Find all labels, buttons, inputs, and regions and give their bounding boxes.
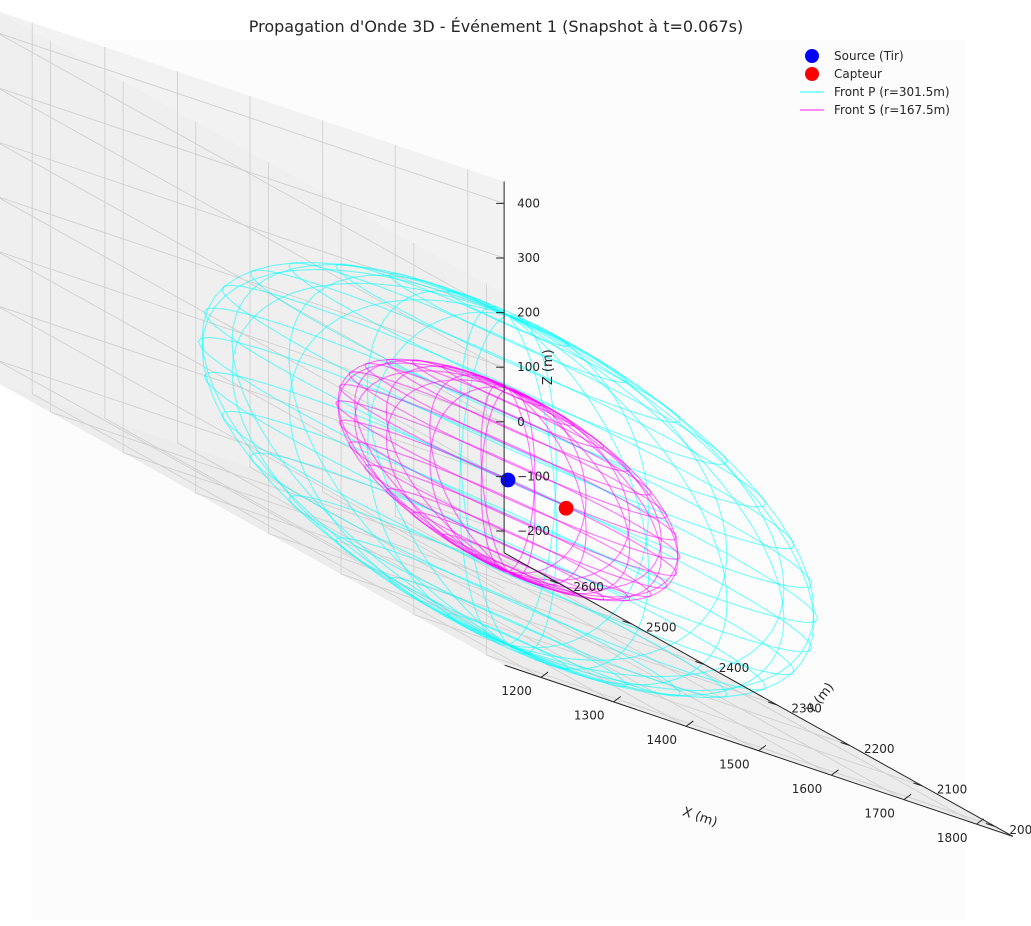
grid-line-z-side <box>0 307 505 590</box>
p-front-longitude-line <box>366 290 509 646</box>
grid-line-z-side <box>0 197 505 480</box>
p-front-longitude-line <box>458 305 509 645</box>
z-tick-label: 100 <box>517 360 540 374</box>
x-axis-tick <box>831 769 839 776</box>
legend-marker <box>805 49 819 63</box>
y-axis-tick <box>913 782 923 787</box>
s-front-longitude-line <box>385 365 509 572</box>
grid-line-z-side <box>0 34 505 317</box>
p-front-longitude-line <box>507 314 728 686</box>
legend-label: Capteur <box>834 67 882 81</box>
p-front-longitude-line <box>507 314 650 649</box>
x-tick-label: 1400 <box>647 733 678 747</box>
y-tick-label: 2400 <box>719 661 750 675</box>
y-axis-tick <box>695 661 705 665</box>
p-front-longitude-line <box>507 314 785 678</box>
legend-label: Front P (r=301.5m) <box>834 85 950 99</box>
p-front-longitude-line <box>507 314 728 661</box>
s-front-longitude-line <box>429 386 509 573</box>
x-axis-tick <box>540 671 549 678</box>
s-front-longitude-line <box>354 370 509 573</box>
p-front-longitude-line <box>507 314 557 646</box>
p-front-longitude-line <box>288 299 509 646</box>
x-tick-label: 1500 <box>719 758 750 772</box>
source-point <box>500 472 516 488</box>
z-tick-label: 300 <box>517 251 540 265</box>
z-tick-label: −200 <box>517 524 550 538</box>
p-front-longitude-line <box>459 314 509 646</box>
s-front-longitude-line <box>507 387 587 574</box>
y-tick-label: 2600 <box>573 580 604 594</box>
s-front-longitude-line <box>385 379 509 573</box>
y-axis-tick <box>767 701 777 706</box>
grid-line-z-back <box>0 33 505 204</box>
y-tick-label: 2100 <box>937 783 968 797</box>
legend: Source (Tir) Capteur Front P (r=301.5m) Fro… <box>800 49 950 117</box>
p-front-longitude-line <box>201 262 509 646</box>
p-front-longitude-line <box>507 315 558 655</box>
x-axis-tick <box>613 696 622 703</box>
y-axis-tick <box>985 823 995 827</box>
x-tick-label: 1300 <box>574 709 605 723</box>
s-front-longitude-line <box>507 388 587 586</box>
x-tick-label: 1800 <box>937 831 968 845</box>
z-tick-label: 0 <box>517 415 525 429</box>
p-front-longitude-line <box>507 314 815 698</box>
y-axis-tick <box>622 620 632 625</box>
s-front-longitude-line <box>507 388 679 602</box>
y-tick-label: 2200 <box>864 742 895 756</box>
p-front-longitude-line <box>231 282 509 646</box>
grid-line-y-floor <box>268 533 777 706</box>
legend-marker <box>805 67 819 81</box>
grid-line-y-floor <box>486 654 995 827</box>
p-front-longitude-line <box>507 314 650 670</box>
grid-line-z-back <box>0 306 505 477</box>
z-axis-title: Z (m) <box>541 349 556 385</box>
legend-label: Front S (r=167.5m) <box>834 103 950 117</box>
s-wave-front-mesh <box>335 358 681 602</box>
grid-line-z-back <box>0 360 505 532</box>
grid-line-x-floor <box>32 393 542 678</box>
grid-line-z-side <box>0 252 505 535</box>
sensor-point <box>558 500 574 516</box>
x-tick-label: 1700 <box>864 806 895 820</box>
grid-line-y-floor <box>195 492 705 665</box>
s-front-longitude-line <box>507 388 631 595</box>
s-front-longitude-line <box>337 358 509 572</box>
grid-line-z-back <box>0 196 505 368</box>
p-front-longitude-line <box>288 274 509 646</box>
s-front-longitude-line <box>507 387 662 590</box>
x-axis-tick <box>903 793 912 801</box>
y-tick-label: 2000 <box>1009 823 1031 837</box>
legend-label: Source (Tir) <box>834 49 904 63</box>
s-front-longitude-line <box>507 388 536 578</box>
s-front-longitude-line <box>480 387 509 573</box>
z-tick-label: 200 <box>517 306 540 320</box>
p-front-longitude-line <box>507 314 785 696</box>
y-axis-tick <box>549 580 559 584</box>
x-axis-tick <box>758 744 767 752</box>
x-axis-tick <box>685 720 694 727</box>
p-front-longitude-line <box>366 311 509 646</box>
y-axis-tick <box>840 742 850 746</box>
z-tick-label: −100 <box>517 469 550 483</box>
grid-line-x-floor <box>322 491 832 776</box>
x-tick-label: 1200 <box>501 684 532 698</box>
s-front-longitude-line <box>429 374 509 572</box>
y-tick-label: 2500 <box>646 621 677 635</box>
s-front-longitude-line <box>480 382 509 572</box>
y-tick-label: 2300 <box>791 702 822 716</box>
s-front-longitude-line <box>507 387 536 573</box>
z-tick-label: 400 <box>517 196 540 210</box>
grid-line-z-back <box>0 251 505 423</box>
chart-title: Propagation d'Onde 3D - Événement 1 (Sna… <box>249 17 744 36</box>
p-front-longitude-line <box>231 264 509 646</box>
grid-line-z-back <box>0 87 505 259</box>
y-axis-line <box>503 552 1014 837</box>
x-tick-label: 1600 <box>792 782 823 796</box>
p-wave-front-mesh <box>197 262 819 698</box>
